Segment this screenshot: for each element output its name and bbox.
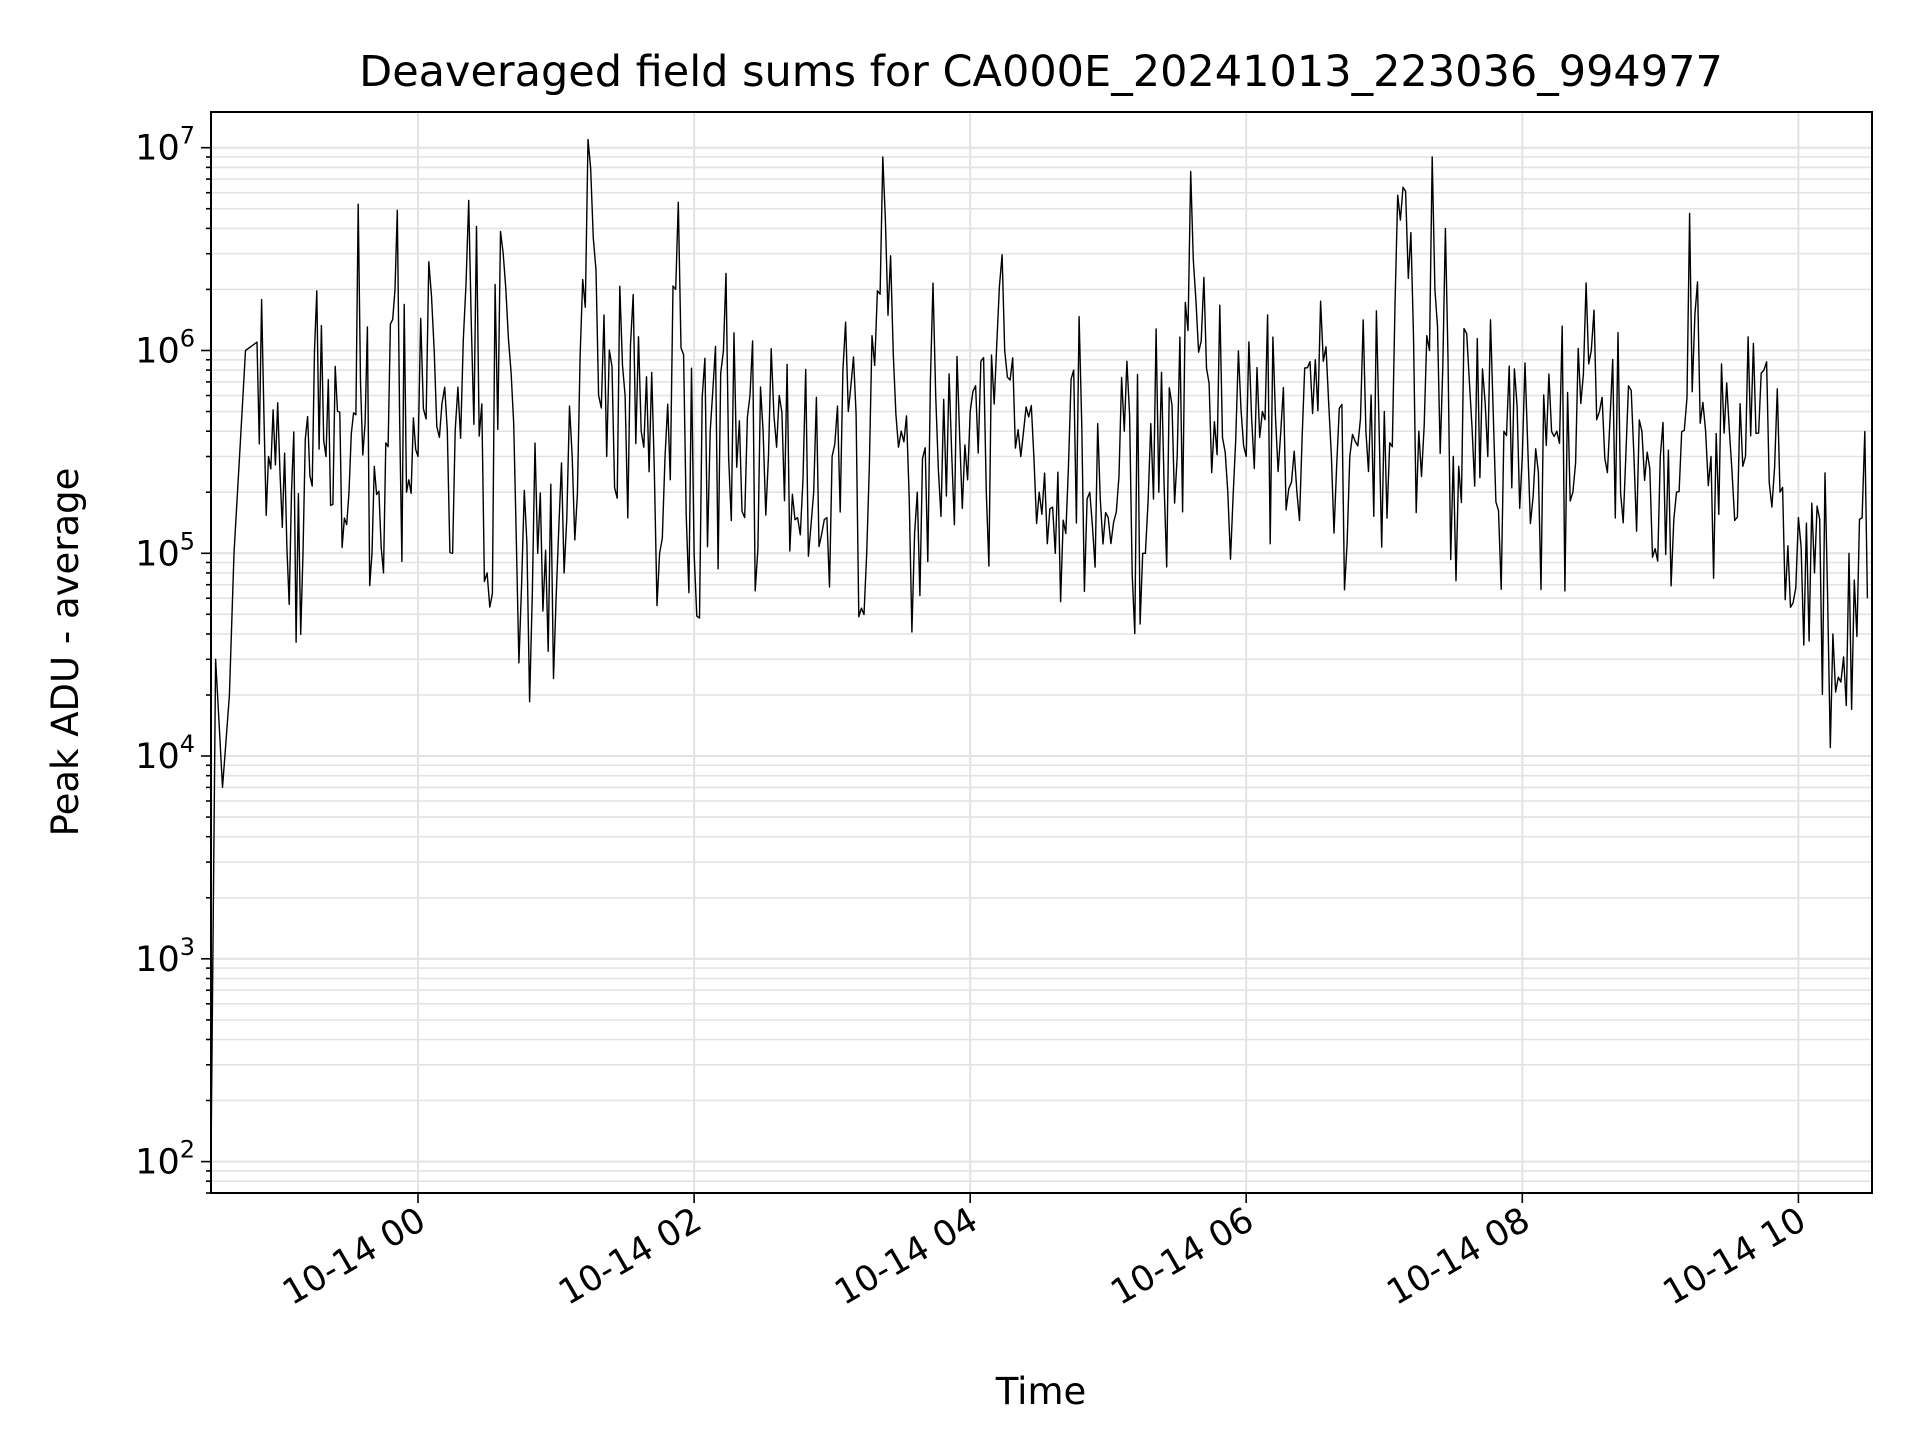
y-tick-label: 105	[135, 527, 195, 574]
x-tick-label: 10-14 04	[828, 1200, 984, 1313]
y-tick-label: 106	[135, 325, 195, 372]
y-tick-label-exponent: 7	[180, 122, 195, 150]
x-tick-label: 10-14 08	[1381, 1200, 1537, 1313]
y-tick-label-base: 10	[135, 1143, 180, 1183]
x-axis: 10-14 00 10-14 02 10-14 04 10-14 06 10-14 08…	[276, 1193, 1813, 1313]
y-tick-label: 103	[135, 933, 195, 980]
x-tick-label: 10-14 02	[552, 1200, 708, 1313]
y-axis-label: Peak ADU - average	[44, 468, 87, 837]
y-tick-label-exponent: 4	[180, 730, 195, 758]
grid	[211, 112, 1872, 1194]
series-line	[210, 138, 1869, 1162]
y-tick-label-base: 10	[135, 129, 180, 169]
plot-frame	[210, 111, 1873, 1194]
y-tick-label-exponent: 3	[180, 933, 195, 961]
y-tick-label-exponent: 6	[180, 325, 195, 353]
x-tick-label: 10-14 06	[1104, 1200, 1260, 1313]
y-tick-label: 102	[135, 1136, 195, 1183]
y-tick-label-exponent: 5	[180, 527, 195, 555]
y-tick-label-base: 10	[135, 332, 180, 372]
x-axis-label: Time	[995, 1370, 1087, 1413]
y-tick-label: 104	[135, 730, 195, 777]
y-tick-label-base: 10	[135, 534, 180, 574]
y-tick-label-base: 10	[135, 940, 180, 980]
y-tick-label-base: 10	[135, 737, 180, 777]
y-tick-label: 107	[135, 122, 195, 169]
x-tick-label: 10-14 00	[276, 1200, 432, 1313]
y-tick-label-exponent: 2	[180, 1136, 195, 1164]
x-tick-label: 10-14 10	[1657, 1200, 1813, 1313]
chart-title: Deaveraged field sums for CA000E_2024101…	[359, 47, 1723, 97]
